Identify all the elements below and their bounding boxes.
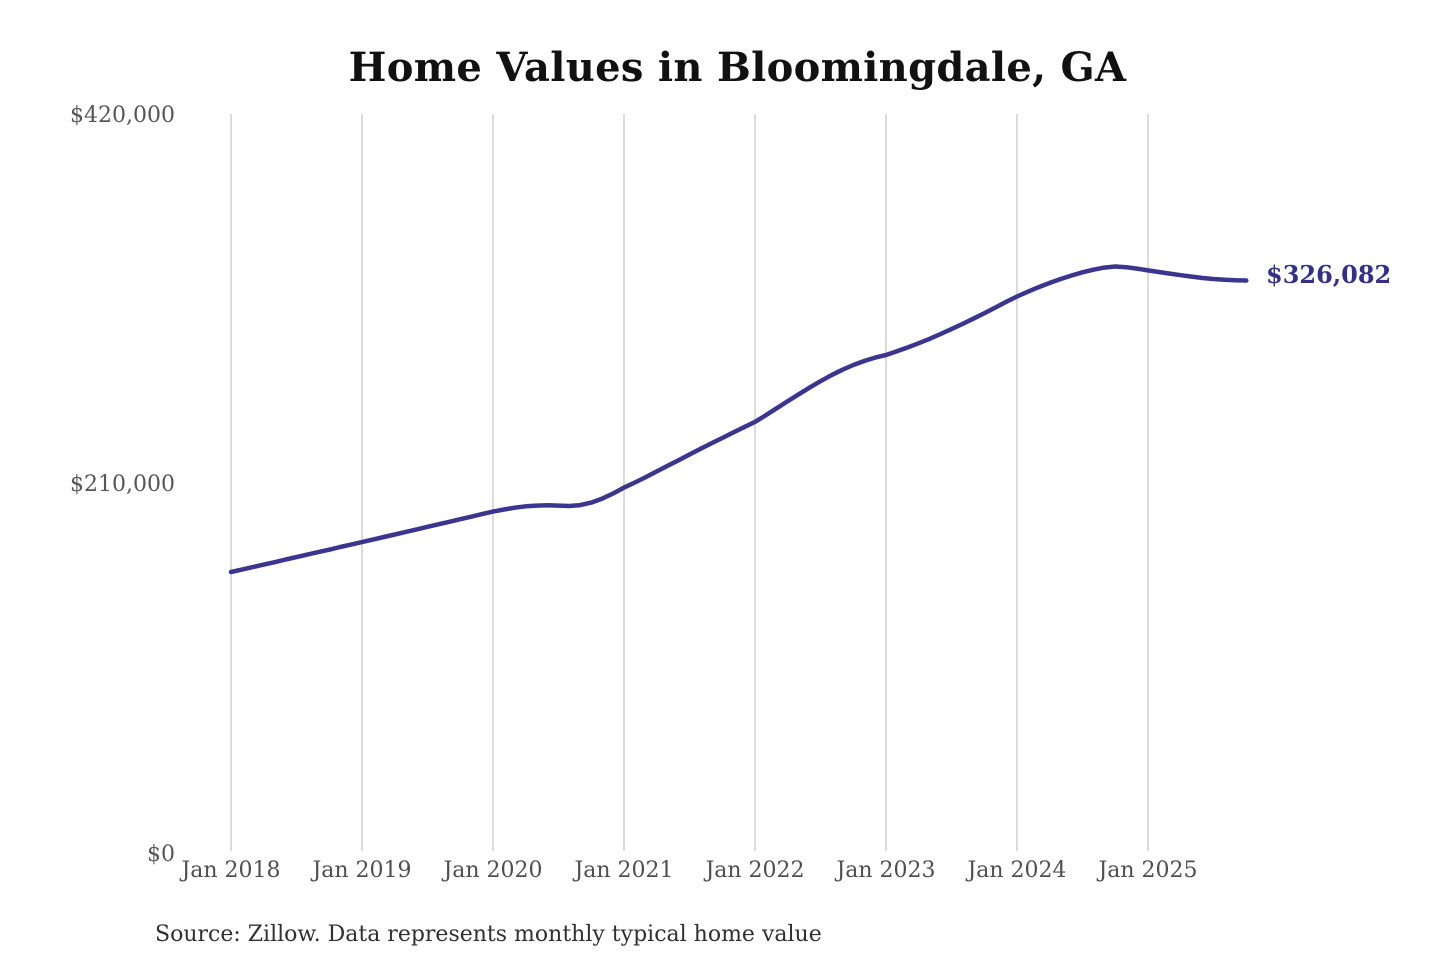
x-axis-tick-2018: Jan 2018 <box>181 858 281 883</box>
source-note: Source: Zillow. Data represents monthly … <box>155 922 822 947</box>
y-axis-tick-top: $420,000 <box>70 103 175 128</box>
x-axis-tick-2024: Jan 2024 <box>967 858 1067 883</box>
x-axis-tick-2019: Jan 2019 <box>312 858 412 883</box>
y-axis-tick-bottom: $0 <box>147 842 175 867</box>
x-axis-tick-2025: Jan 2025 <box>1098 858 1198 883</box>
y-axis-tick-middle: $210,000 <box>70 472 175 497</box>
x-axis-tick-2021: Jan 2021 <box>574 858 674 883</box>
x-axis-tick-2020: Jan 2020 <box>443 858 543 883</box>
latest-value-label: $326,082 <box>1266 260 1392 289</box>
chart-title: Home Values in Bloomingdale, GA <box>348 44 1127 91</box>
home-value-line <box>228 264 1249 575</box>
x-axis-tick-2022: Jan 2022 <box>705 858 805 883</box>
x-axis-tick-2023: Jan 2023 <box>836 858 936 883</box>
